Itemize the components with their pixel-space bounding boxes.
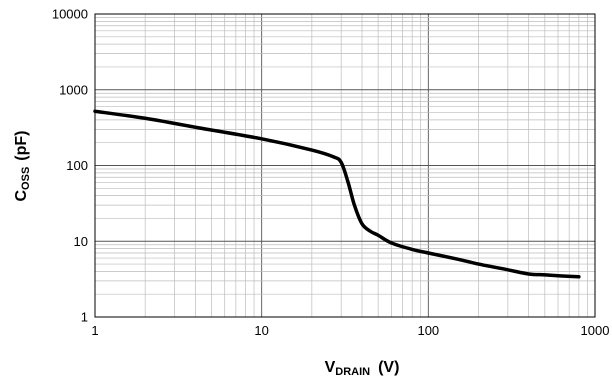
x-axis-title-main: V [325, 359, 336, 376]
y-axis-title-main: C [13, 190, 30, 202]
tick-labels: 1 10 100 1000 1 10 100 1000 10000 [52, 7, 610, 339]
x-axis-title-subscript: DRAIN [335, 366, 370, 378]
x-axis-title: VDRAIN (V) [325, 359, 400, 378]
y-tick-label: 1000 [59, 82, 88, 97]
y-axis-title-unit: (pF) [13, 131, 30, 161]
x-tick-label: 1000 [581, 323, 610, 338]
data-layer [93, 109, 581, 279]
y-tick-label: 1 [81, 310, 88, 325]
grid [95, 14, 595, 317]
x-axis-title-unit: (V) [378, 359, 399, 376]
x-tick-label: 1 [91, 323, 98, 338]
x-tick-label: 10 [254, 323, 268, 338]
y-tick-label: 100 [66, 158, 88, 173]
y-tick-label: 10000 [52, 7, 88, 22]
x-tick-label: 100 [417, 323, 439, 338]
coss-series-line [93, 109, 581, 279]
y-axis-title: COSS (pF) [13, 131, 32, 202]
y-tick-label: 10 [74, 234, 88, 249]
plot-frame [94, 13, 596, 318]
y-axis-title-subscript: OSS [20, 167, 32, 190]
